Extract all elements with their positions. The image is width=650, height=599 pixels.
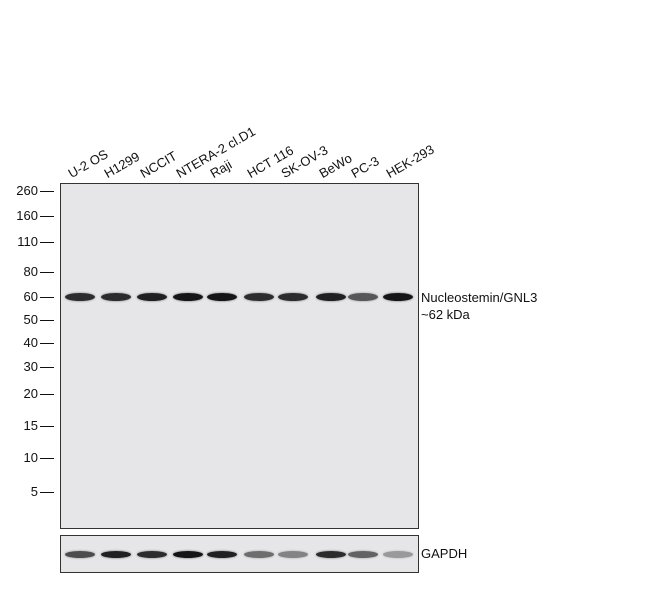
lane-label: PC-3 <box>348 153 382 181</box>
marker-label: 5 <box>30 484 38 499</box>
gapdh-band <box>137 551 167 558</box>
marker-label: 260 <box>16 183 38 198</box>
gapdh-band <box>207 551 237 558</box>
marker-tick <box>40 297 54 298</box>
marker-label: 15 <box>23 418 38 433</box>
target-protein-label: Nucleostemin/GNL3 <box>421 290 538 305</box>
lane-label: HEK-293 <box>383 141 437 181</box>
lane-label: NCCIT <box>137 148 180 181</box>
marker-tick <box>40 191 54 192</box>
marker-tick <box>40 216 54 217</box>
gapdh-band <box>316 551 346 558</box>
target-size-label: ~62 kDa <box>421 307 470 322</box>
marker-label: 110 <box>17 234 38 249</box>
marker-tick <box>40 242 54 243</box>
target-band <box>383 293 413 301</box>
marker-label: 80 <box>23 264 38 279</box>
marker-tick <box>40 458 54 459</box>
marker-label: 60 <box>23 289 38 304</box>
target-band <box>101 293 131 301</box>
marker-label: 20 <box>23 386 38 401</box>
marker-label: 10 <box>23 450 38 465</box>
target-band <box>316 293 346 301</box>
target-band <box>348 293 378 301</box>
main-blot-membrane <box>60 183 419 529</box>
gapdh-band <box>173 551 203 558</box>
gapdh-band <box>65 551 95 558</box>
gapdh-band <box>348 551 378 558</box>
target-band <box>207 293 237 301</box>
gapdh-band <box>244 551 274 558</box>
marker-tick <box>40 343 54 344</box>
loading-control-blot-membrane <box>60 535 419 573</box>
marker-label: 50 <box>23 312 38 327</box>
gapdh-band <box>278 551 308 558</box>
marker-label: 160 <box>16 208 38 223</box>
marker-tick <box>40 394 54 395</box>
marker-tick <box>40 320 54 321</box>
target-band <box>65 293 95 301</box>
target-band <box>278 293 308 301</box>
target-band <box>137 293 167 301</box>
target-band <box>244 293 274 301</box>
gapdh-band <box>383 551 413 558</box>
marker-tick <box>40 367 54 368</box>
marker-label: 40 <box>23 335 38 350</box>
marker-tick <box>40 492 54 493</box>
gapdh-band <box>101 551 131 558</box>
target-band <box>173 293 203 301</box>
loading-control-label: GAPDH <box>421 546 468 561</box>
marker-tick <box>40 272 54 273</box>
marker-tick <box>40 426 54 427</box>
lane-label: U-2 OS <box>65 146 111 181</box>
marker-label: 30 <box>23 359 38 374</box>
